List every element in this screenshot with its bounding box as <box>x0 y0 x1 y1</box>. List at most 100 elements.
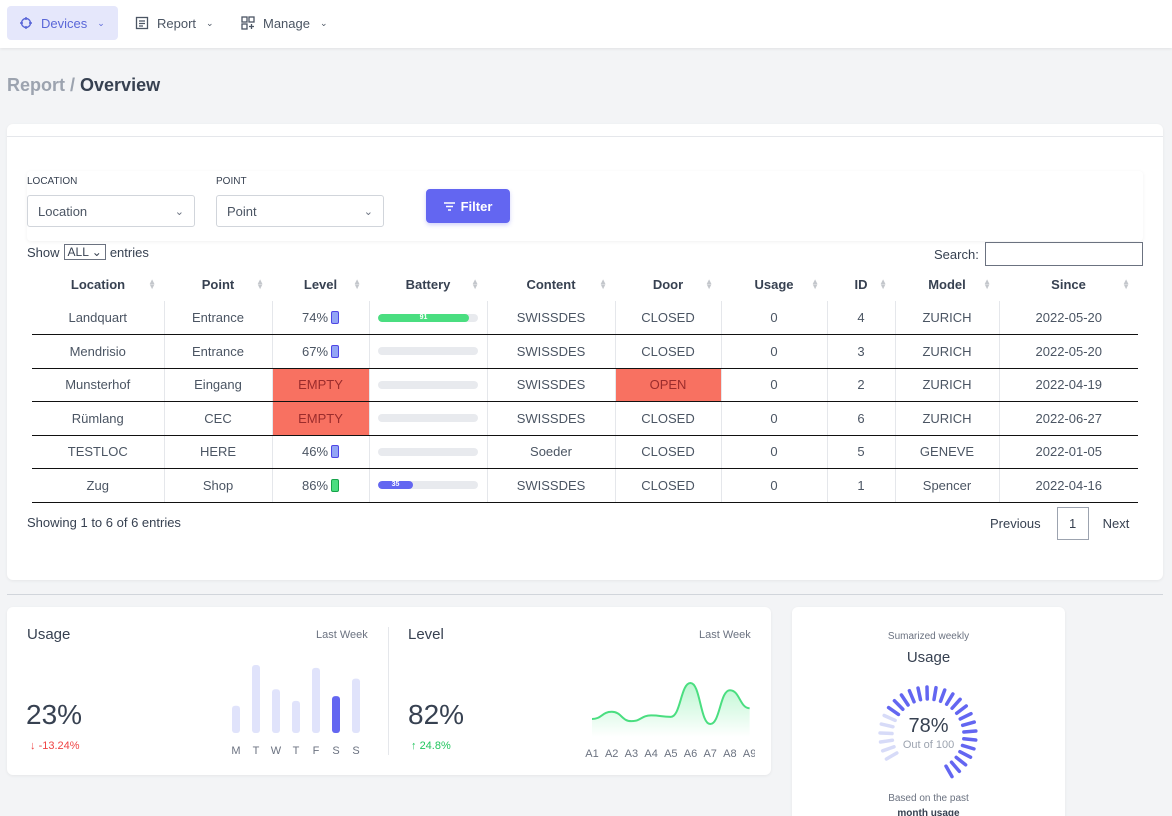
level-cell: 74% <box>272 301 370 335</box>
location-cell: Munsterhof <box>32 368 165 402</box>
gauge-tick <box>944 692 955 706</box>
entries-select[interactable]: ALL ⌄ <box>63 244 106 260</box>
filter-icon <box>443 201 455 211</box>
location-select-value: Location <box>38 203 88 219</box>
search-input[interactable] <box>984 242 1143 266</box>
location-filter-label: LOCATION <box>27 176 78 187</box>
column-header[interactable]: Content ▲ ▼ <box>526 276 607 292</box>
model-cell: Spencer <box>895 468 1000 503</box>
gauge-tick <box>884 751 899 761</box>
content-cell: Soeder <box>487 435 616 469</box>
nav-manage-button[interactable]: Manage ⌄ <box>229 6 340 40</box>
pagination: Previous 1 Next <box>990 507 1129 540</box>
table-header-row: Location ▲ ▼ Point ▲ ▼ Level ▲ ▼ Battery ▲ ▼ Content… <box>32 267 1138 301</box>
level-cell: EMPTY <box>272 401 370 436</box>
nav-devices-button[interactable]: Devices ⌄ <box>7 6 118 40</box>
usage-gauge <box>878 685 978 779</box>
table-row[interactable]: Zug Shop 86% 35 SWISSDES CLOSED 0 1 Spencer 2022-… <box>32 468 1138 503</box>
table-row[interactable]: Mendrisio Entrance 67% SWISSDES CLOSED 0 3 ZURI… <box>32 334 1138 369</box>
column-header[interactable]: Location ▲ ▼ <box>70 276 156 292</box>
arrow-up-icon: ↑ <box>411 740 417 752</box>
column-header[interactable]: Door ▲ ▼ <box>652 276 713 292</box>
level-cell: 86% <box>272 468 370 503</box>
level-period: Last Week <box>699 629 751 641</box>
usage-cell: 0 <box>721 334 828 369</box>
battery-bar <box>378 414 478 423</box>
breadcrumb-parent[interactable]: Report / <box>7 75 76 95</box>
usage-tick-label: T <box>293 745 300 757</box>
level-cell: EMPTY <box>272 368 370 402</box>
level-delta-value: 24.8% <box>419 740 451 752</box>
gauge-card: Sumarized weekly Usage 78% Out of 100 Ba… <box>792 607 1065 816</box>
level-value: 74% <box>301 310 329 325</box>
top-navigation: Devices ⌄ Report ⌄ Manage ⌄ <box>0 0 1172 48</box>
since-cell: 2022-06-27 <box>999 401 1138 436</box>
level-value: 67% <box>301 343 329 359</box>
entries-label: entries <box>109 244 149 260</box>
column-header[interactable]: Level ▲ ▼ <box>303 276 361 292</box>
door-cell: CLOSED <box>615 401 722 436</box>
column-header[interactable]: Usage ▲ ▼ <box>754 276 819 292</box>
sort-icon: ▲ ▼ <box>148 277 156 291</box>
usage-bar <box>292 700 300 733</box>
devices-table: Location ▲ ▼ Point ▲ ▼ Level ▲ ▼ Battery ▲ ▼ Content… <box>32 267 1138 503</box>
gauge-subtitle: Sumarized weekly <box>887 631 970 642</box>
table-body: Landquart Entrance 74% 91 SWISSDES CLOSED 0 4 ZU… <box>32 301 1138 503</box>
column-header[interactable]: Point ▲ ▼ <box>201 276 264 292</box>
point-select[interactable]: Point ⌄ <box>216 195 384 227</box>
usage-delta-value: -13.24% <box>38 740 80 752</box>
door-cell: OPEN <box>615 368 722 402</box>
manage-icon <box>241 16 255 30</box>
column-header[interactable]: Battery ▲ ▼ <box>405 276 479 292</box>
divider <box>7 136 1163 137</box>
battery-bar: 91 <box>378 313 478 322</box>
level-cell: 46% <box>272 435 370 469</box>
column-header[interactable]: Model ▲ ▼ <box>928 276 991 292</box>
previous-button[interactable]: Previous <box>990 516 1041 531</box>
search-control: Search: <box>934 242 1143 266</box>
table-row[interactable]: Munsterhof Eingang EMPTY SWISSDES OPEN 0 2 ZURI… <box>32 368 1138 402</box>
table-row[interactable]: Rümlang CEC EMPTY SWISSDES CLOSED 0 6 ZURICH 202… <box>32 401 1138 436</box>
gauge-value: 78% <box>908 715 949 737</box>
location-select[interactable]: Location ⌄ <box>27 195 195 227</box>
location-cell: Zug <box>32 468 165 503</box>
sort-icon: ▲ ▼ <box>1122 277 1130 291</box>
since-cell: 2022-04-19 <box>999 368 1138 402</box>
gauge-tick <box>932 685 938 702</box>
usage-bar <box>232 705 240 733</box>
usage-cell: 0 <box>721 468 828 503</box>
model-cell: ZURICH <box>895 334 1000 369</box>
entries-select-value: ALL <box>67 245 89 259</box>
level-tick-label: A4 <box>644 748 657 760</box>
column-header[interactable]: Since ▲ ▼ <box>1051 276 1130 292</box>
page-button[interactable]: 1 <box>1056 507 1089 540</box>
content-cell: SWISSDES <box>487 368 616 402</box>
table-row[interactable]: TESTLOC HERE 46% Soeder CLOSED 0 5 GENEVE 2022-0… <box>32 435 1138 469</box>
usage-period: Last Week <box>316 629 368 641</box>
location-cell: Mendrisio <box>32 334 165 369</box>
battery-level-icon <box>331 445 340 459</box>
filter-button[interactable]: Filter <box>426 189 510 223</box>
nav-devices-label: Devices <box>41 15 88 31</box>
level-value: EMPTY <box>298 377 343 393</box>
level-value: 46% <box>301 444 329 460</box>
chevron-down-icon: ⌄ <box>206 17 214 28</box>
sort-icon: ▲ ▼ <box>353 277 361 291</box>
next-button[interactable]: Next <box>1102 516 1130 531</box>
usage-bar <box>312 667 320 733</box>
level-tick-label: A8 <box>723 748 736 760</box>
usage-delta: ↓ -13.24% <box>30 740 80 752</box>
column-header[interactable]: ID ▲ ▼ <box>854 276 888 292</box>
usage-cell: 0 <box>721 435 828 469</box>
nav-report-button[interactable]: Report ⌄ <box>123 6 226 40</box>
battery-bar <box>378 380 478 389</box>
gauge-tick <box>960 743 976 751</box>
gauge-tick <box>962 737 978 742</box>
sort-icon: ▲ ▼ <box>811 277 819 291</box>
level-tick-label: A6 <box>684 748 697 760</box>
battery-level-icon <box>331 344 340 358</box>
overview-card: LOCATION Location ⌄ POINT Point ⌄ Filter… <box>7 124 1163 580</box>
point-cell: Entrance <box>164 301 273 335</box>
table-row[interactable]: Landquart Entrance 74% 91 SWISSDES CLOSED 0 4 ZU… <box>32 301 1138 335</box>
